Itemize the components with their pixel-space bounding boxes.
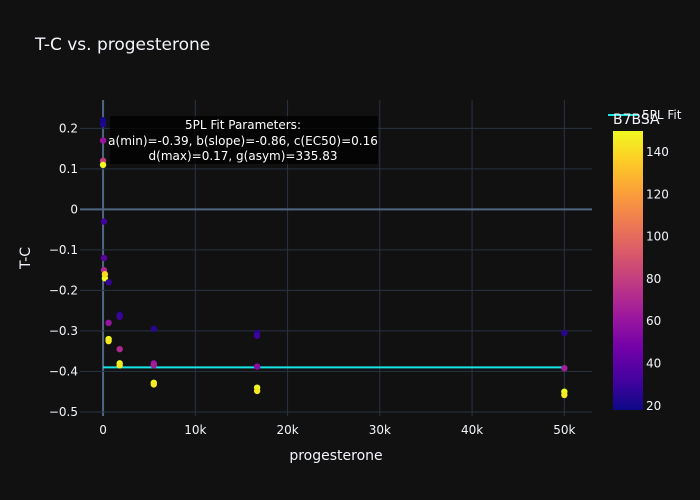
x-tick-label: 30k: [369, 423, 391, 437]
data-point[interactable]: [116, 345, 123, 353]
colorbar-gradient: [613, 131, 643, 410]
legend[interactable]: 5PL Fit: [608, 108, 682, 122]
annotation-line-2: a(min)=-0.39, b(slope)=-0.86, c(EC50)=0.…: [108, 134, 378, 148]
data-point[interactable]: [150, 362, 158, 369]
colorbar-tick-label: 120: [646, 187, 669, 201]
chart-title: T-C vs. progesterone: [34, 35, 210, 55]
data-point[interactable]: [99, 137, 107, 144]
y-axis-ticks: −0.5 −0.4 −0.3 −0.2 −0.1 0 0.1 0.2: [49, 121, 78, 419]
y-tick-label: −0.1: [49, 243, 78, 257]
data-point[interactable]: [561, 391, 568, 399]
colorbar-tick-label: 80: [646, 272, 661, 286]
data-point[interactable]: [100, 254, 108, 262]
x-tick-label: 0: [99, 423, 107, 437]
y-tick-label: −0.3: [49, 324, 78, 338]
data-point[interactable]: [253, 363, 261, 370]
data-point[interactable]: [116, 362, 123, 369]
data-point[interactable]: [150, 325, 158, 333]
data-point[interactable]: [253, 387, 261, 395]
y-axis-title: T-C: [18, 247, 34, 270]
colorbar-tick-label: 60: [646, 314, 661, 328]
data-point[interactable]: [101, 271, 109, 278]
annotation-line-1: 5PL Fit Parameters:: [185, 118, 301, 132]
colorbar-tick-label: 20: [646, 399, 661, 413]
data-point[interactable]: [561, 329, 568, 337]
colorbar-tick-label: 140: [646, 145, 669, 159]
colorbar-tick-label: 40: [646, 357, 661, 371]
x-tick-label: 20k: [276, 423, 298, 437]
data-point[interactable]: [105, 319, 112, 327]
data-point[interactable]: [253, 332, 261, 339]
x-tick-label: 40k: [461, 423, 483, 437]
data-point[interactable]: [116, 313, 123, 320]
y-tick-label: −0.5: [49, 405, 78, 419]
y-tick-label: −0.2: [49, 283, 78, 297]
data-point[interactable]: [105, 337, 112, 345]
y-tick-label: −0.4: [49, 364, 78, 378]
points-layer: [99, 117, 568, 399]
annotation-box: [110, 116, 378, 164]
data-point[interactable]: [150, 381, 158, 388]
colorbar: B7BSA 20 40 60 80 100 120 140: [613, 112, 669, 413]
colorbar-ticks: 20 40 60 80 100 120 140: [646, 145, 669, 413]
colorbar-tick-label: 100: [646, 230, 669, 244]
data-point[interactable]: [561, 364, 568, 372]
x-tick-label: 10k: [184, 423, 206, 437]
annotation-line-3: d(max)=0.17, g(asym)=335.83: [149, 149, 338, 163]
x-axis-ticks: 0 10k 20k 30k 40k 50k: [99, 423, 575, 437]
fit-parameters-annotation: 5PL Fit Parameters: a(min)=-0.39, b(slop…: [108, 116, 378, 164]
y-tick-label: 0.2: [59, 121, 78, 135]
y-tick-label: 0: [70, 202, 78, 216]
data-point[interactable]: [99, 121, 107, 128]
data-point[interactable]: [99, 161, 107, 169]
colorbar-title: B7BSA: [613, 112, 660, 128]
legend-fit-label: 5PL Fit: [642, 108, 682, 122]
data-point[interactable]: [100, 218, 108, 225]
y-tick-label: 0.1: [59, 162, 78, 176]
x-axis-title: progesterone: [289, 448, 382, 464]
data-point[interactable]: [105, 279, 112, 286]
x-tick-label: 50k: [553, 423, 575, 437]
